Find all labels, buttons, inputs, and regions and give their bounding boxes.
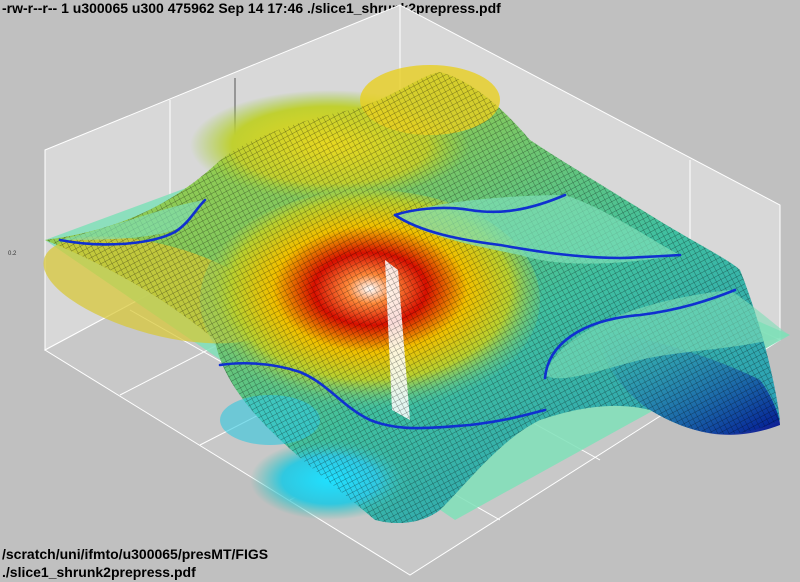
footer-file: ./slice1_shrunk2prepress.pdf (2, 564, 196, 580)
contour-right (543, 288, 737, 380)
surface-mesh (45, 72, 780, 523)
contour-front (218, 361, 547, 430)
z-tick-label: 0.2 (8, 251, 17, 257)
contour-back-top (393, 193, 567, 217)
plane-patch-back (395, 195, 680, 264)
plane-patch-right (545, 290, 790, 379)
file-listing-header: -rw-r--r-- 1 u300065 u300 475962 Sep 14 … (2, 0, 501, 16)
contour-left (58, 198, 207, 246)
contour-lines (58, 193, 737, 430)
contour-back-bottom (393, 213, 682, 260)
plane-patch-left (60, 200, 205, 240)
footer-path: /scratch/uni/ifmto/u300065/presMT/FIGS (2, 546, 269, 562)
